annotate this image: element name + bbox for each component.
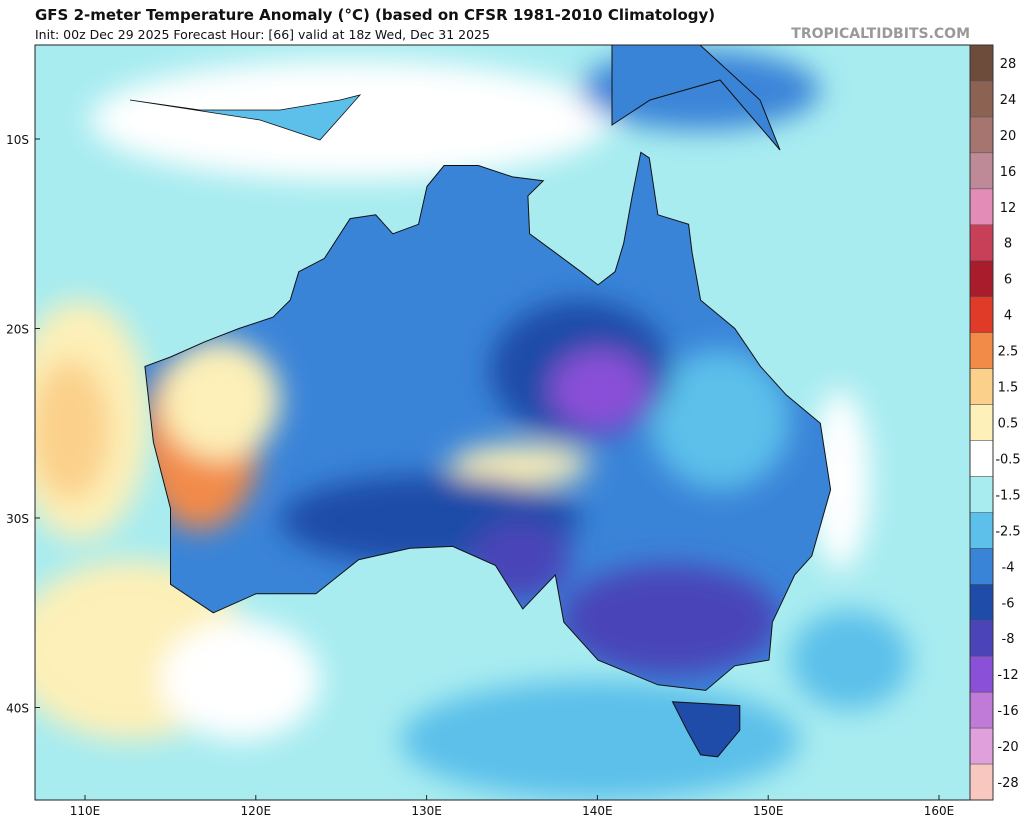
colorbar-swatch <box>970 404 993 441</box>
colorbar-frame <box>969 44 994 801</box>
colorbar-label: 12 <box>1000 201 1017 216</box>
map-field <box>35 45 970 800</box>
colorbar-label: 1.5 <box>998 381 1019 396</box>
new-guinea <box>611 45 781 151</box>
lon-label: 140E <box>582 804 613 818</box>
colorbar-swatch <box>970 728 993 765</box>
lon-label: 150E <box>753 804 784 818</box>
lon-label: 120E <box>241 804 272 818</box>
colorbar-label: -6 <box>1002 596 1015 611</box>
lon-label: 110E <box>70 804 101 818</box>
colorbar-swatch <box>970 260 993 298</box>
colorbar-swatch <box>970 620 993 657</box>
colorbar-swatch <box>970 152 993 190</box>
colorbar-label: -4 <box>1002 560 1015 575</box>
colorbar-label: -1.5 <box>995 488 1020 503</box>
colorbar-swatch <box>970 368 993 406</box>
colorbar-swatch <box>970 584 993 621</box>
colorbar-swatch <box>970 440 993 477</box>
colorbar-swatch <box>970 332 993 370</box>
colorbar-swatch <box>970 656 993 693</box>
colorbar-label: -2.5 <box>995 524 1020 539</box>
colorbar-label: -0.5 <box>995 452 1020 467</box>
colorbar-swatch <box>970 45 993 82</box>
lat-label: 30S <box>6 512 29 526</box>
lon-label: 130E <box>411 804 442 818</box>
title: GFS 2-meter Temperature Anomaly (°C) (ba… <box>35 6 715 24</box>
colorbar-label: -20 <box>997 740 1018 755</box>
colorbar-label: -16 <box>997 704 1018 719</box>
colorbar-swatch <box>970 548 993 585</box>
colorbar-label: 0.5 <box>998 417 1019 432</box>
islands <box>129 94 362 141</box>
lat-label: 20S <box>6 323 29 337</box>
colorbar-swatch <box>970 476 993 513</box>
lat-label: 10S <box>6 133 29 147</box>
colorbar-label: -8 <box>1002 632 1015 647</box>
lon-label: 160E <box>924 804 955 818</box>
colorbar-swatch <box>970 296 993 334</box>
colorbar-label: -28 <box>997 776 1018 791</box>
subtitle: Init: 00z Dec 29 2025 Forecast Hour: [66… <box>35 27 490 42</box>
colorbar-swatch <box>970 692 993 729</box>
colorbar-label: 16 <box>1000 165 1017 180</box>
colorbar-label: 20 <box>1000 129 1017 144</box>
colorbar-swatch <box>970 512 993 549</box>
colorbar-label: 28 <box>1000 57 1017 72</box>
colorbar-swatch <box>970 80 993 118</box>
colorbar-label: 8 <box>1004 237 1012 252</box>
colorbar-label: 2.5 <box>998 345 1019 360</box>
colorbar-swatch <box>970 116 993 154</box>
colorbar-label: 24 <box>1000 93 1017 108</box>
colorbar-swatch <box>970 188 993 226</box>
lat-label: 40S <box>6 702 29 716</box>
colorbar-swatch <box>970 764 993 801</box>
colorbar-swatch <box>970 224 993 262</box>
colorbar-label: 6 <box>1004 273 1012 288</box>
site: TROPICALTIDBITS.COM <box>791 26 970 42</box>
tasmania <box>671 701 741 758</box>
colorbar-label: -12 <box>997 668 1018 683</box>
colorbar-label: 4 <box>1004 309 1012 324</box>
